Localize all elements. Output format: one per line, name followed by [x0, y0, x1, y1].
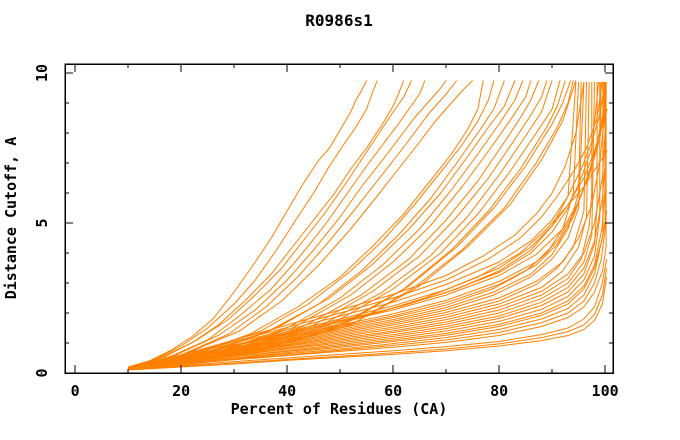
- model-curve: [128, 210, 608, 370]
- y-axis-label: Distance Cutoff, A: [2, 137, 20, 300]
- model-curve: [127, 81, 600, 369]
- model-curve: [128, 81, 590, 370]
- model-curve: [127, 80, 405, 369]
- model-curve: [127, 81, 603, 369]
- model-curve: [128, 80, 524, 369]
- x-tick-label: 60: [384, 382, 402, 400]
- x-tick-label: 40: [278, 382, 296, 400]
- tick-labels: 0 20 40 60 80 100 0 5 10: [33, 64, 619, 400]
- model-curve: [128, 267, 608, 371]
- model-curve: [128, 82, 606, 370]
- model-curve: [128, 82, 607, 370]
- chart-title: R0986s1: [305, 11, 372, 30]
- model-curve: [127, 81, 606, 369]
- model-curve: [128, 82, 598, 370]
- axis-labels: R0986s1 Percent of Residues (CA) Distanc…: [2, 11, 447, 418]
- model-curve: [128, 80, 577, 369]
- model-curve: [128, 276, 608, 371]
- model-curve: [127, 80, 447, 369]
- model-curve: [128, 82, 607, 370]
- model-curve: [127, 80, 368, 369]
- plot-frame: [64, 63, 614, 374]
- model-curve: [127, 80, 413, 368]
- axis-ticks: [65, 64, 613, 374]
- model-curve: [128, 82, 606, 370]
- plot-border: [64, 63, 614, 374]
- model-curve: [128, 82, 602, 370]
- model-curve: [128, 80, 574, 369]
- model-curve: [128, 82, 601, 370]
- model-curve: [128, 82, 607, 370]
- model-curve: [127, 80, 473, 369]
- model-curve: [128, 82, 604, 370]
- model-curve: [128, 81, 587, 370]
- model-curve: [128, 80, 540, 369]
- model-curve: [127, 80, 378, 369]
- x-axis-label: Percent of Residues (CA): [231, 400, 448, 418]
- x-tick-label: 20: [172, 382, 190, 400]
- y-tick-label: 0: [33, 368, 51, 377]
- model-curve: [128, 81, 582, 370]
- model-curve: [127, 80, 484, 369]
- model-curve: [127, 80, 458, 369]
- x-tick-label: 100: [592, 382, 619, 400]
- model-curves: [127, 80, 608, 371]
- model-curve: [128, 108, 608, 370]
- model-curve: [127, 80, 426, 369]
- x-tick-label: 80: [490, 382, 508, 400]
- model-curve: [128, 258, 608, 370]
- model-curve: [128, 81, 585, 370]
- model-curve: [128, 80, 532, 369]
- model-curve: [128, 81, 595, 370]
- model-curve: [127, 80, 495, 369]
- model-curve: [128, 82, 593, 370]
- model-curve: [127, 81, 585, 369]
- model-curve: [128, 82, 605, 370]
- x-tick-label: 0: [71, 382, 80, 400]
- y-tick-label: 5: [33, 218, 51, 227]
- y-tick-label: 10: [33, 64, 51, 82]
